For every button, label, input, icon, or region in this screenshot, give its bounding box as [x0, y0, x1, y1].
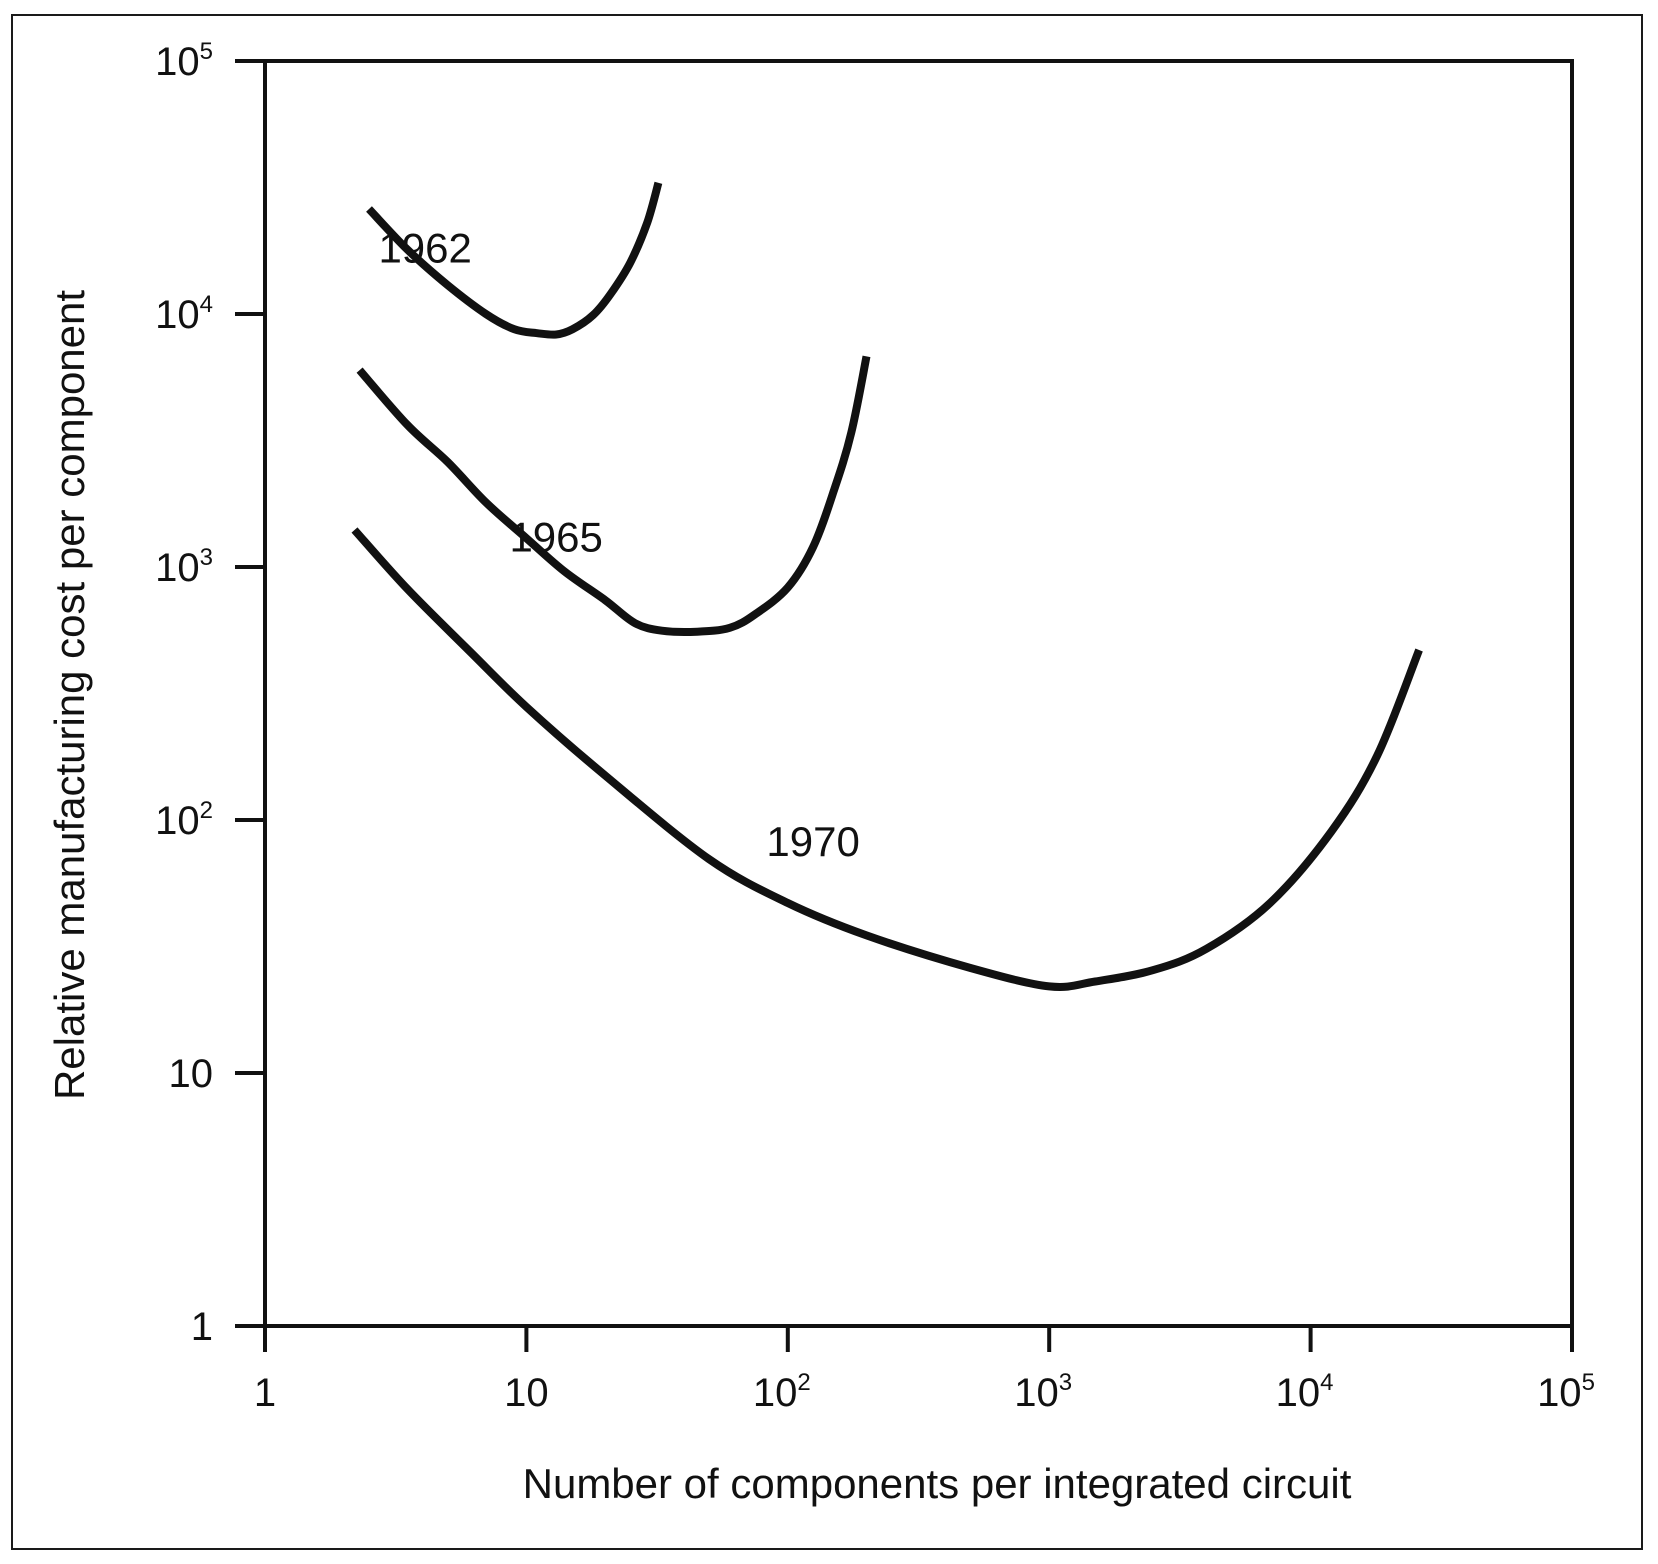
series-labels: 1962 1965 1970 [378, 224, 859, 865]
series-curves [351, 181, 1423, 991]
x-tick-label: 102 [753, 1369, 811, 1415]
y-tick-label: 10 [169, 1052, 214, 1096]
series-curve-1970 [351, 527, 1423, 991]
y-tick-label: 102 [155, 797, 213, 843]
tick-marks [235, 59, 1574, 1352]
y-tick-labels: 1 10 102 103 104 105 [155, 38, 213, 1349]
y-tick-label: 105 [155, 38, 213, 84]
x-tick-label: 10 [504, 1371, 549, 1415]
y-tick-label: 1 [191, 1305, 213, 1349]
y-axis-title: Relative manufacturing cost per componen… [46, 290, 93, 1100]
series-label-1970: 1970 [766, 818, 859, 865]
plot-frame [263, 59, 1574, 1328]
series-curve-1965 [356, 355, 871, 636]
series-curve-1962 [366, 181, 663, 339]
x-axis-title: Number of components per integrated circ… [523, 1460, 1352, 1507]
figure-frame [11, 14, 1643, 1550]
x-tick-labels: 1 10 102 103 104 105 [254, 1369, 1595, 1415]
series-label-1962: 1962 [378, 224, 471, 271]
series-label-1965: 1965 [509, 514, 602, 561]
x-tick-label: 105 [1537, 1369, 1595, 1415]
x-tick-label: 104 [1276, 1369, 1334, 1415]
x-tick-label: 103 [1014, 1369, 1072, 1415]
x-tick-label: 1 [254, 1371, 276, 1415]
y-tick-label: 104 [155, 291, 213, 337]
y-tick-label: 103 [155, 544, 213, 590]
